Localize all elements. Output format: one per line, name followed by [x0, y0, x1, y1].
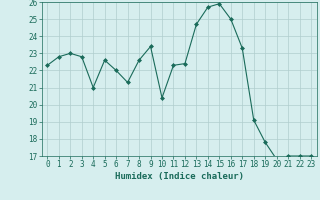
X-axis label: Humidex (Indice chaleur): Humidex (Indice chaleur) — [115, 172, 244, 181]
